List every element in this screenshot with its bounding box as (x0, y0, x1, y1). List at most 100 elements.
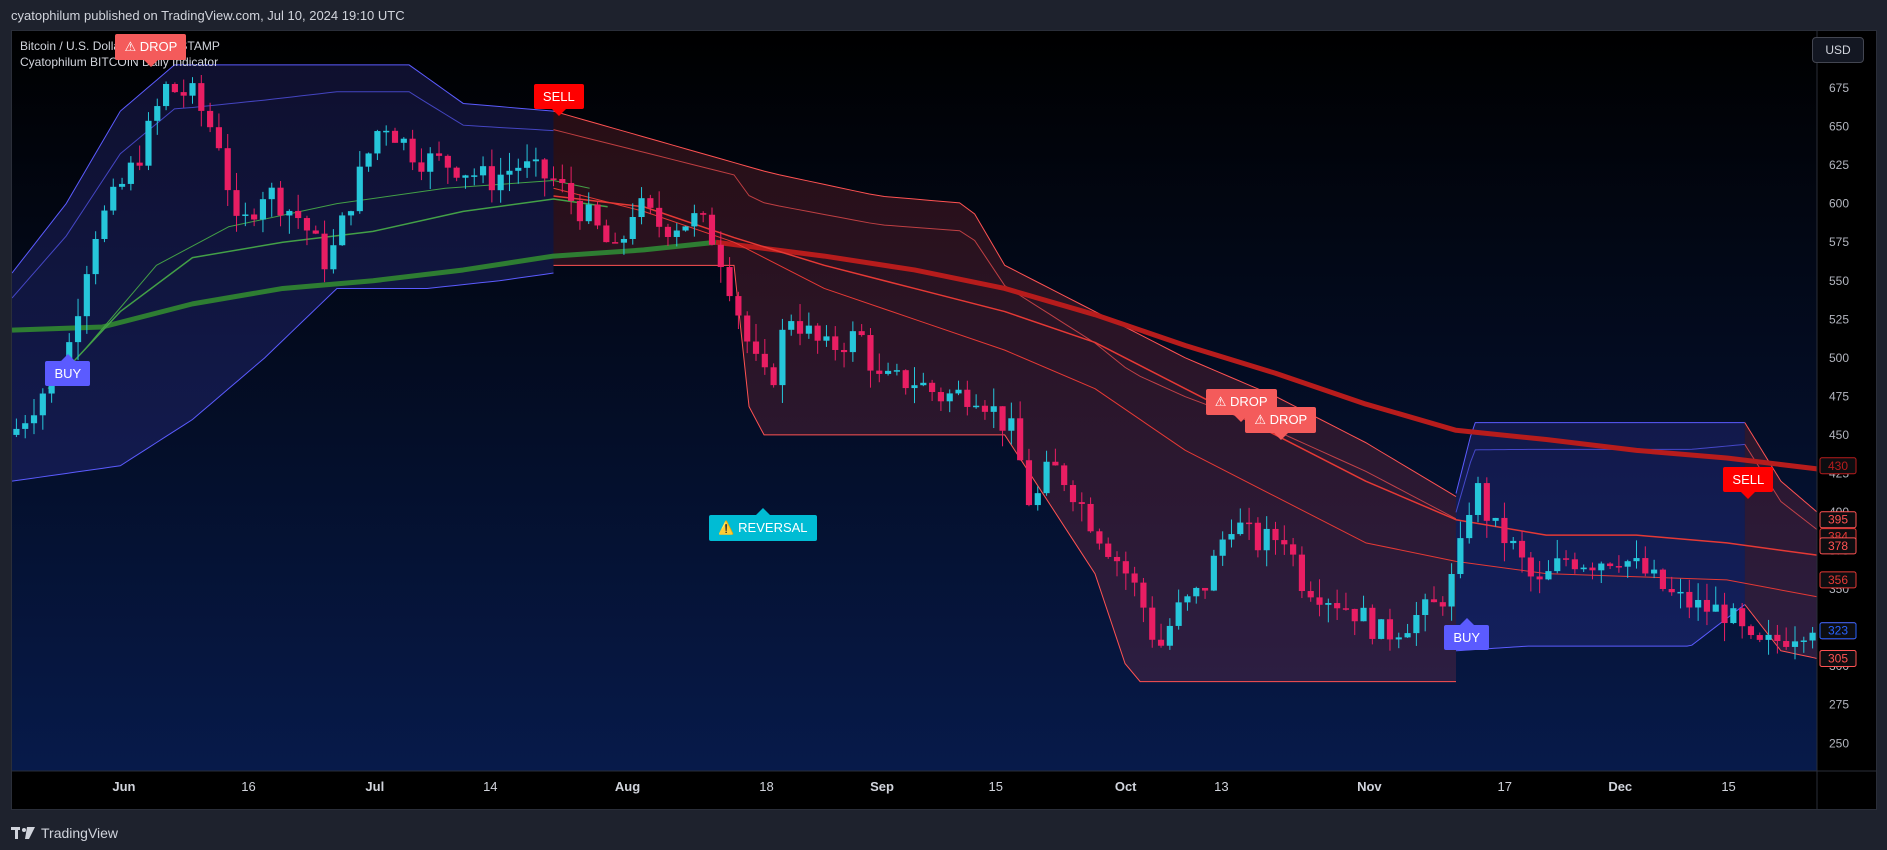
candle-body (1721, 604, 1728, 624)
candle-body (1607, 563, 1614, 567)
candle-body (1624, 561, 1631, 567)
candle-body (207, 110, 214, 128)
candle-body (990, 406, 997, 412)
candle-body (30, 415, 38, 424)
candle-body (858, 331, 865, 336)
candle-body (409, 138, 416, 163)
candle-body (268, 187, 275, 200)
chart-frame[interactable]: 2502753003253503754004254504755005255505… (11, 30, 1877, 810)
band-inner-line (12, 91, 554, 299)
candle-body (726, 267, 733, 297)
candle-body (180, 92, 187, 96)
candle-body (840, 349, 848, 353)
candle-body (1386, 619, 1394, 640)
candle-body (524, 161, 531, 168)
moving-average-line (47, 198, 608, 390)
candle-body (770, 367, 777, 386)
time-tick-label: Nov (1357, 779, 1382, 794)
candle-body (1017, 418, 1024, 461)
candle-body (330, 245, 337, 270)
candle-body (163, 83, 170, 107)
band-lower-line (553, 264, 1456, 683)
candle-body (1651, 569, 1658, 574)
candle-body (1615, 566, 1622, 568)
candle-body (488, 166, 495, 191)
candle-body (1201, 587, 1209, 591)
candle-body (1413, 615, 1420, 634)
candle-body (805, 325, 812, 334)
candle-body (233, 190, 240, 216)
candle-body (13, 428, 20, 435)
candle-body (1140, 582, 1147, 608)
time-tick-label: Dec (1608, 779, 1632, 794)
candle-body (1369, 607, 1376, 639)
candle-body (735, 296, 742, 316)
candle-body (620, 238, 628, 243)
time-tick-label: Sep (870, 779, 894, 794)
candle-body (1712, 604, 1719, 612)
signal-buy: BUY (45, 354, 91, 387)
candle-body (198, 83, 205, 111)
candle-body (1439, 602, 1446, 607)
candle-body (1008, 418, 1015, 431)
candle-body (1800, 640, 1807, 642)
candle-body (876, 370, 883, 374)
candle-body (885, 370, 892, 374)
candle-body (427, 153, 434, 172)
candle-body (1325, 603, 1332, 605)
candle-body (1078, 502, 1085, 504)
candle-body (435, 153, 443, 156)
price-marker-box (1819, 537, 1857, 555)
candle-body (973, 405, 980, 408)
candle-body (1809, 632, 1816, 641)
candle-body (1518, 540, 1526, 558)
candle-body (1703, 599, 1711, 612)
candle-body (400, 138, 407, 143)
candle-body (541, 159, 548, 179)
price-marker-box (1819, 622, 1857, 640)
candle-body (1052, 461, 1059, 466)
candle-body (1747, 626, 1755, 636)
price-tick-label: 450 (1829, 428, 1849, 442)
price-chart[interactable]: 2502753003253503754004254504755005255505… (12, 31, 1876, 809)
candle-body (550, 178, 557, 180)
price-marker-box (1819, 511, 1857, 529)
candle-body (1571, 559, 1578, 570)
candle-body (1580, 567, 1587, 570)
signal-sell: SELL (533, 84, 584, 117)
price-tick-label: 625 (1829, 158, 1849, 172)
candle-body (1783, 641, 1790, 647)
candle-body (788, 321, 795, 330)
candle-body (814, 325, 821, 341)
candle-body (955, 389, 962, 394)
candle-body (1290, 544, 1297, 555)
candle-body (647, 198, 654, 208)
candle-body (1246, 522, 1253, 525)
candle-body (444, 155, 451, 168)
candle-body (1131, 573, 1138, 583)
price-marker-label: 323 (1828, 624, 1848, 638)
candle-body (981, 405, 989, 412)
candle-body (1404, 633, 1411, 638)
candle-body (893, 370, 900, 372)
candle-body (1562, 558, 1570, 560)
candle-body (1237, 522, 1244, 535)
candle-body (259, 199, 267, 220)
candle-body (1483, 483, 1490, 521)
currency-button[interactable]: USD (1812, 37, 1864, 63)
candle-body (1457, 538, 1464, 575)
tradingview-logo[interactable]: TradingView (11, 825, 118, 841)
candle-body (664, 226, 672, 237)
candle-body (1334, 603, 1341, 609)
candle-body (1756, 635, 1763, 640)
candle-body (497, 174, 504, 191)
candle-body (242, 214, 249, 216)
footer-brand: TradingView (41, 825, 119, 841)
candle-body (717, 244, 724, 268)
candle-body (673, 230, 680, 237)
candle-body (83, 274, 90, 317)
candle-body (215, 127, 222, 149)
moving-average-line (12, 239, 717, 333)
candle-body (911, 385, 918, 389)
candle-body (471, 175, 478, 177)
